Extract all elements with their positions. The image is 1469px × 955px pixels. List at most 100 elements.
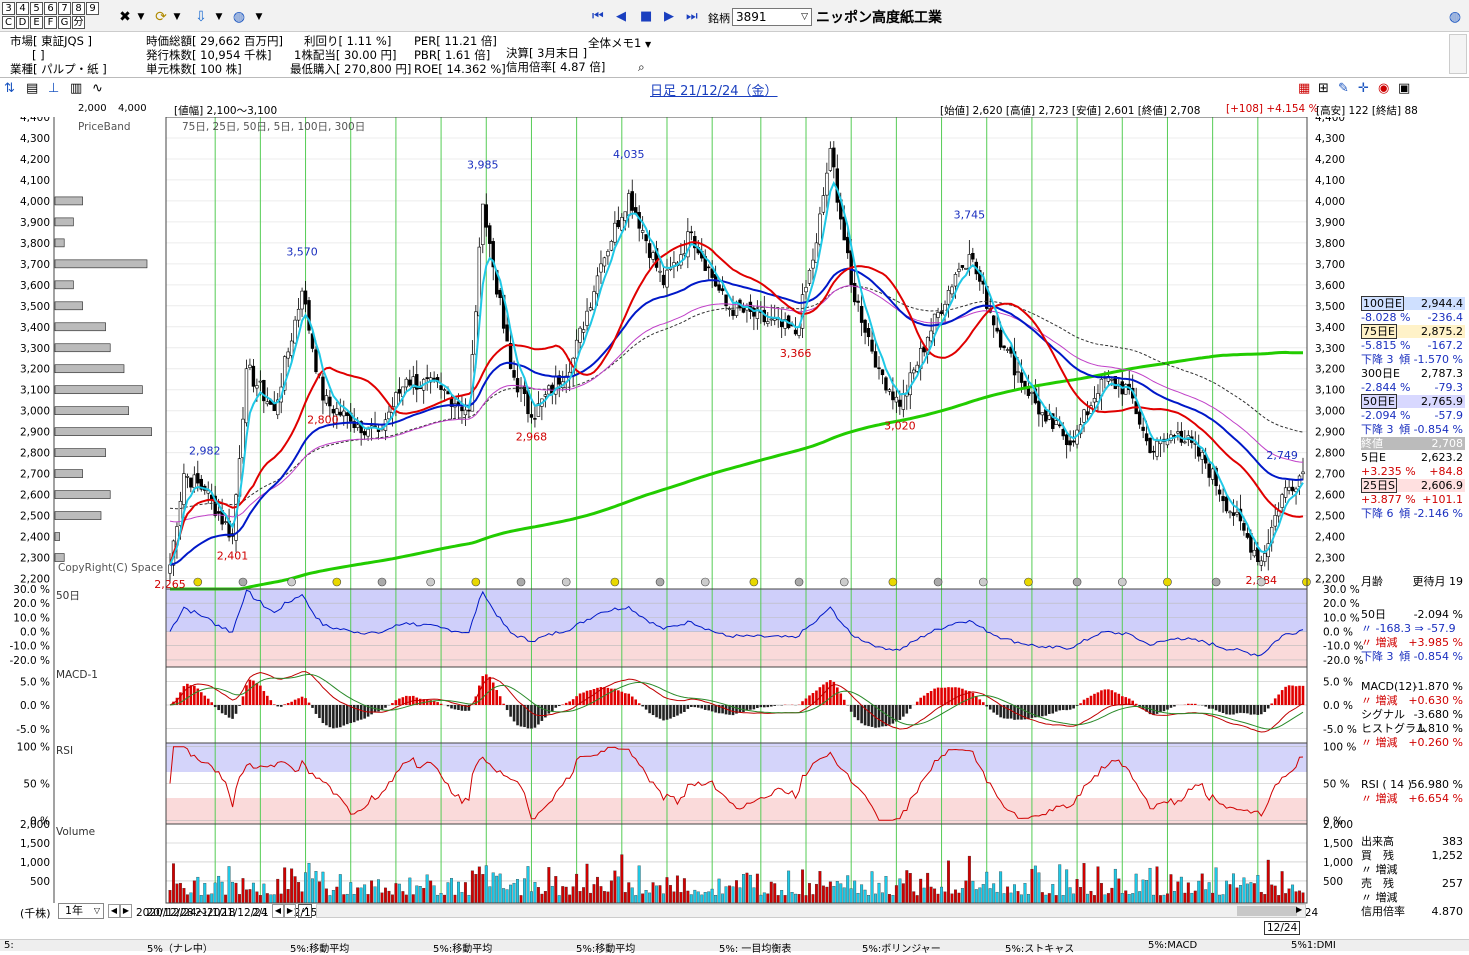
moon-phase-icon xyxy=(562,578,570,586)
scroll-right-button[interactable]: ▶ xyxy=(120,904,132,918)
candle-body xyxy=(217,511,220,513)
indicator-value: 傾 -0.854 % xyxy=(1399,650,1463,663)
dev-panel-name: 50日 xyxy=(56,590,80,602)
candle-body xyxy=(328,397,331,406)
range-checkbox[interactable]: ✓ xyxy=(298,904,312,918)
layout-tab-0[interactable]: 5: xyxy=(4,940,14,951)
y-tick-left: 100 % xyxy=(17,742,50,754)
macd-hist-bar xyxy=(923,696,926,705)
scroll-left-button[interactable]: ◀ xyxy=(108,904,120,918)
indicator-icon[interactable]: ∿ xyxy=(92,81,103,96)
candlestick-icon[interactable]: ⇅ xyxy=(4,81,15,96)
cal-icon[interactable]: ⊞ xyxy=(1318,81,1329,96)
stock-chart[interactable]: 2,2652,9822,4013,5702,8003,9852,9684,035… xyxy=(0,117,1469,917)
layout-tab-3[interactable]: 5%:移動平均 xyxy=(433,940,492,955)
layout-tab-4[interactable]: 5%:移動平均 xyxy=(576,940,635,955)
indicator-label: -8.028 % xyxy=(1361,311,1410,324)
macd-hist-bar xyxy=(290,702,293,705)
memo-label: 全体メモ1 xyxy=(588,36,641,50)
next-button[interactable]: ▶ xyxy=(664,8,674,26)
target-icon[interactable]: ◉ xyxy=(1378,81,1389,96)
candle-body xyxy=(513,370,516,377)
keypad-key-1[interactable]: D xyxy=(16,16,29,29)
moon-phase-icon xyxy=(979,578,987,586)
first-button[interactable]: ⏮ xyxy=(592,8,604,26)
layout-tab-2[interactable]: 5%:移動平均 xyxy=(290,940,349,955)
globe-icon[interactable]: ◍ xyxy=(1446,8,1464,26)
macd-hist-bar xyxy=(217,705,220,710)
volume-bar xyxy=(339,874,342,903)
pen-icon[interactable]: ✎ xyxy=(1338,81,1349,96)
info-scrollbar[interactable] xyxy=(1449,34,1467,74)
macd-hist-bar xyxy=(895,705,898,721)
macd-hist-bar xyxy=(356,705,359,721)
indicator-dev: 50日-2.094 % xyxy=(1361,608,1465,621)
keypad-key-5[interactable]: 分 xyxy=(72,16,85,29)
keypad-key-6[interactable]: 6 xyxy=(44,2,57,15)
scrollbar-thumb[interactable] xyxy=(1237,906,1297,916)
price-band-bar xyxy=(55,260,147,268)
indicator-value: +0.630 % xyxy=(1408,694,1463,707)
macd-hist-bar xyxy=(871,705,874,727)
candle-body xyxy=(1288,487,1291,490)
stop-button[interactable]: ■ xyxy=(640,8,652,26)
keypad-key-3[interactable]: 3 xyxy=(2,2,15,15)
layout-tab-8[interactable]: 5%:MACD xyxy=(1148,940,1197,951)
macd-hist-bar xyxy=(704,705,707,710)
layout-tab-6[interactable]: 5%:ボリンジャー xyxy=(862,940,941,955)
keypad-key-0[interactable]: C xyxy=(2,16,15,29)
candle-body xyxy=(1142,427,1145,430)
keypad-key-8[interactable]: 8 xyxy=(72,2,85,15)
keypad-key-4[interactable]: G xyxy=(58,16,71,29)
candle-body xyxy=(1211,469,1214,480)
chart-date-title[interactable]: 日足 21/12/24（金） xyxy=(650,80,778,99)
last-button[interactable]: ⏭ xyxy=(686,8,698,26)
grid-icon[interactable]: ▣ xyxy=(1398,81,1410,96)
chevron-down-icon[interactable]: ▼ xyxy=(250,8,268,26)
price-annotation: 3,366 xyxy=(780,347,812,360)
macd-hist-bar xyxy=(513,705,516,721)
volume-bar xyxy=(447,883,450,903)
crosshair-icon[interactable]: ✛ xyxy=(1358,81,1369,96)
range-right-button[interactable]: ▶ xyxy=(284,904,296,918)
volume-bar xyxy=(235,883,238,903)
macd-hist-bar xyxy=(1114,692,1117,705)
layout-tab-1[interactable]: 5%（ナレ中） xyxy=(147,940,213,955)
chevron-down-icon[interactable]: ▼ xyxy=(132,8,150,26)
macd-hist-bar xyxy=(1239,705,1242,713)
keypad-key-2[interactable]: E xyxy=(30,16,43,29)
y-tick-left: 500 xyxy=(30,876,50,888)
keypad-key-4[interactable]: 4 xyxy=(16,2,29,15)
layout-icon[interactable]: ▦ xyxy=(1298,81,1310,96)
chevron-down-icon[interactable]: ▼ xyxy=(210,8,228,26)
prev-button[interactable]: ◀ xyxy=(616,8,626,26)
chevron-down-icon[interactable]: ▼ xyxy=(168,8,186,26)
macd-hist-bar xyxy=(409,696,412,705)
ruler-icon[interactable]: ⊥ xyxy=(48,81,59,96)
scroll-right-arrow[interactable]: ▶ xyxy=(1296,905,1302,914)
table-icon[interactable]: ▤ xyxy=(26,81,38,96)
horizontal-scrollbar[interactable] xyxy=(316,904,1306,918)
globe-icon[interactable]: ◍ xyxy=(230,8,248,26)
period-select[interactable]: 1年▽ xyxy=(58,903,104,919)
layout-tab-5[interactable]: 5%: 一目均衡表 xyxy=(719,940,791,955)
volume-bar xyxy=(548,867,551,903)
memo-select[interactable]: 全体メモ1 ▼ xyxy=(588,36,651,52)
keypad-key-3[interactable]: F xyxy=(44,16,57,29)
bar-chart-icon[interactable]: ▥ xyxy=(70,81,82,96)
keypad-key-7[interactable]: 7 xyxy=(58,2,71,15)
volume-bar xyxy=(252,883,255,903)
binoculars-icon[interactable]: ⌕ xyxy=(638,60,645,74)
layout-tab-9[interactable]: 5%1:DMI xyxy=(1291,940,1336,951)
layout-tab-7[interactable]: 5%:ストキャス xyxy=(1005,940,1074,955)
keypad-key-9[interactable]: 9 xyxy=(86,2,99,15)
download-icon[interactable]: ⇩ xyxy=(192,8,210,26)
macd-hist-bar xyxy=(1270,703,1273,705)
chevron-down-icon[interactable]: ▽ xyxy=(801,9,808,25)
price-band-bar xyxy=(55,491,110,499)
keypad-key-5[interactable]: 5 xyxy=(30,2,43,15)
range-left-button[interactable]: ◀ xyxy=(272,904,284,918)
symbol-input[interactable]: 3891▽ xyxy=(732,8,812,26)
